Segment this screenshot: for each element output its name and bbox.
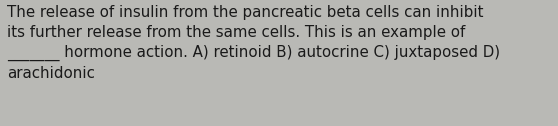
Text: The release of insulin from the pancreatic beta cells can inhibit
its further re: The release of insulin from the pancreat… [7, 5, 501, 81]
